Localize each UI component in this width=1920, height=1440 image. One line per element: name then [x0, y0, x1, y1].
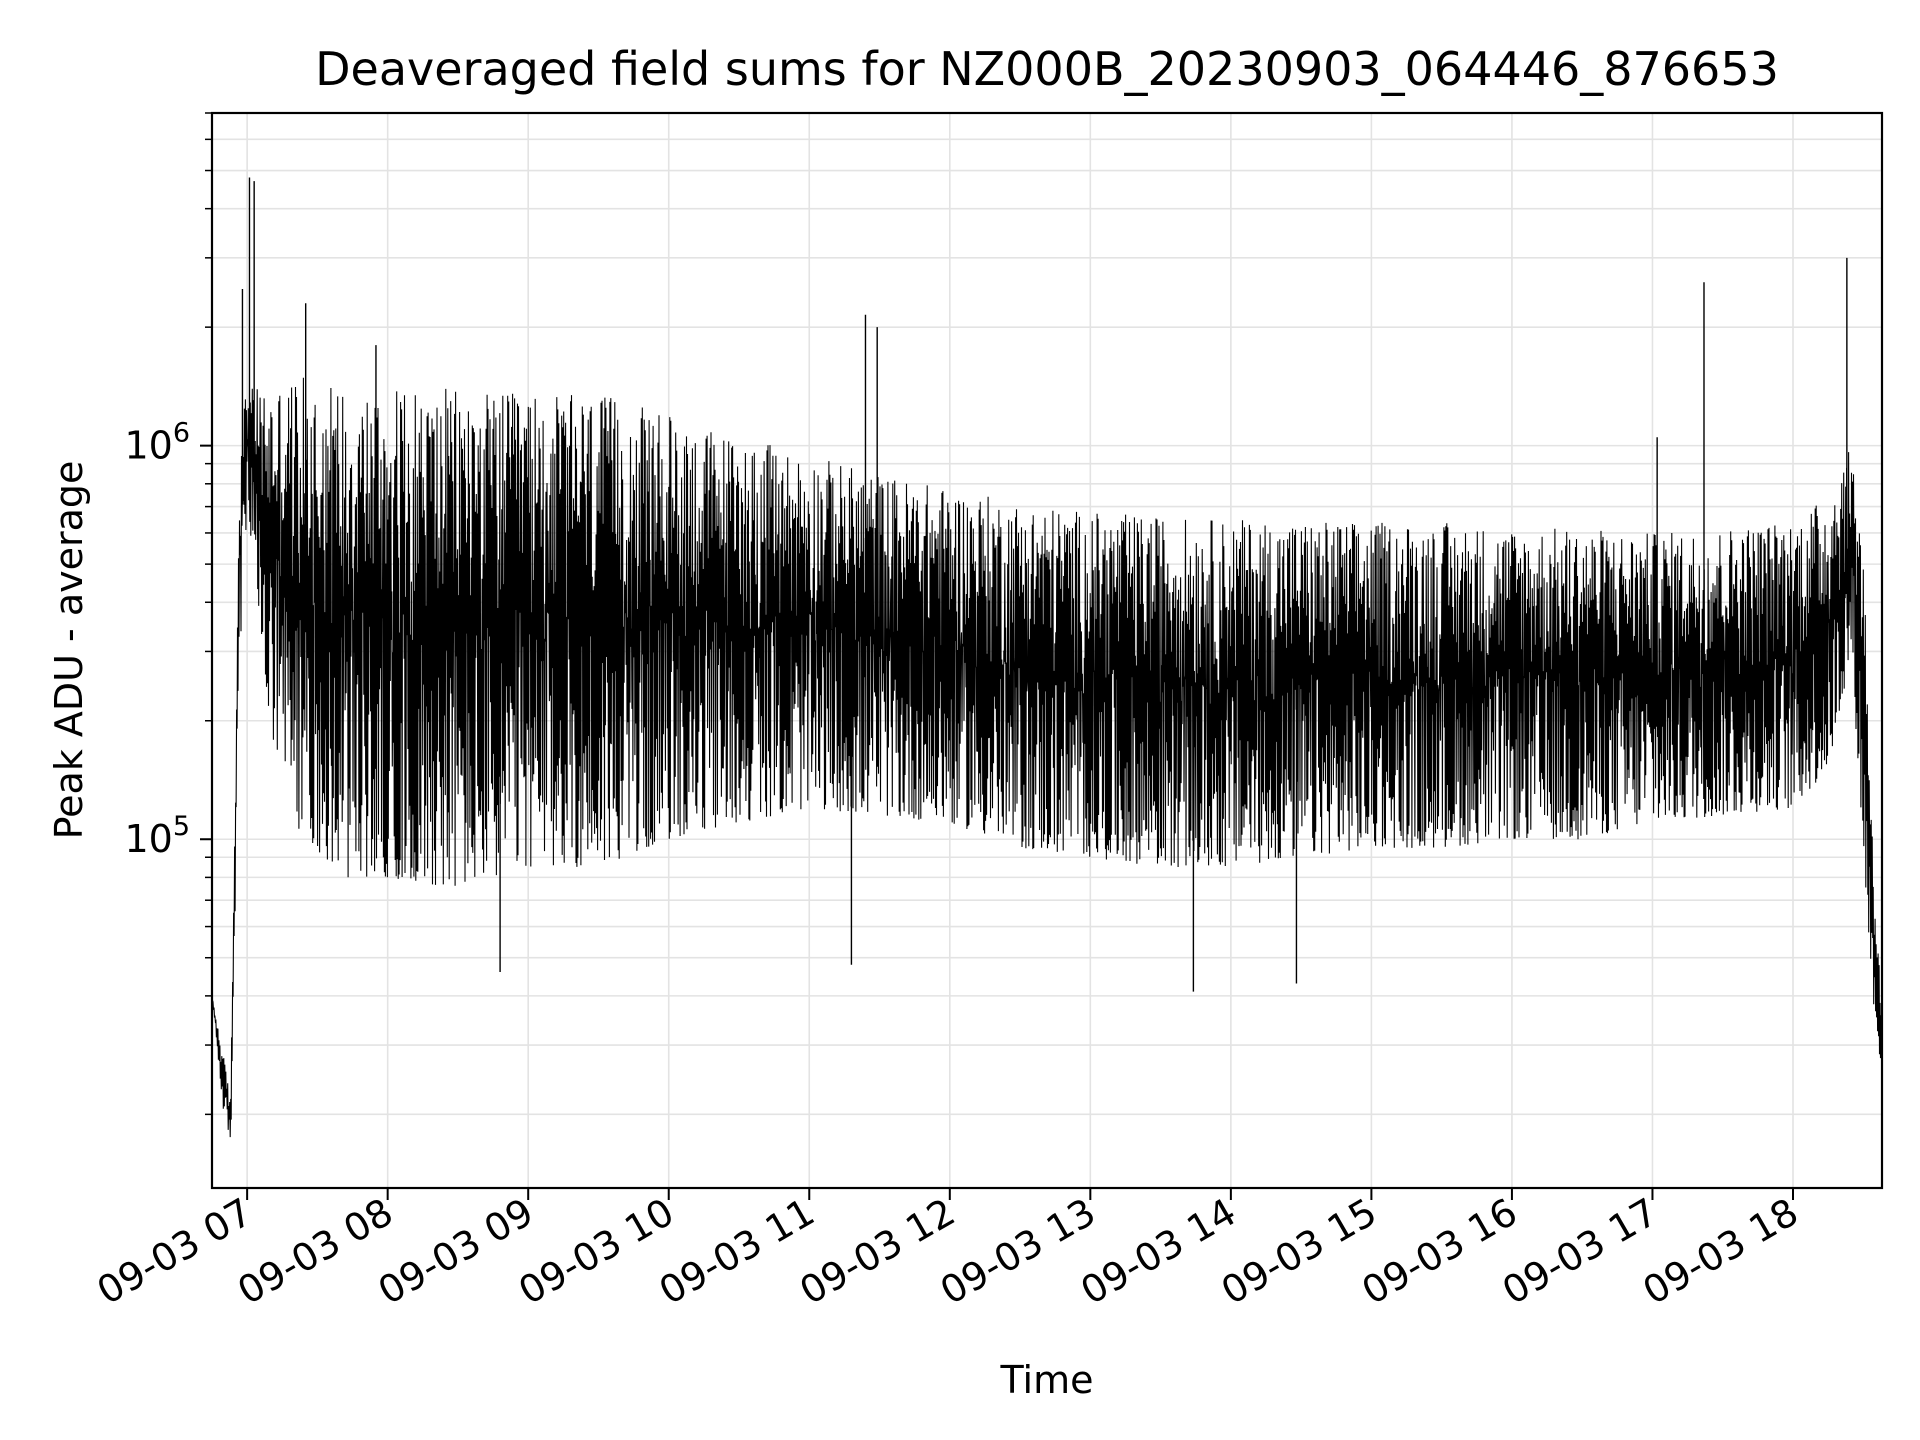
y-axis-label: Peak ADU - average [47, 461, 91, 840]
data-series [211, 177, 1883, 1138]
y-tick-label: 105 [124, 811, 190, 861]
chart-title: Deaveraged field sums for NZ000B_2023090… [315, 42, 1779, 96]
data-line [211, 377, 1883, 1138]
plot-frame [210, 111, 1884, 1190]
x-axis-label: Time [1000, 1358, 1094, 1402]
y-tick-label: 106 [124, 418, 190, 468]
